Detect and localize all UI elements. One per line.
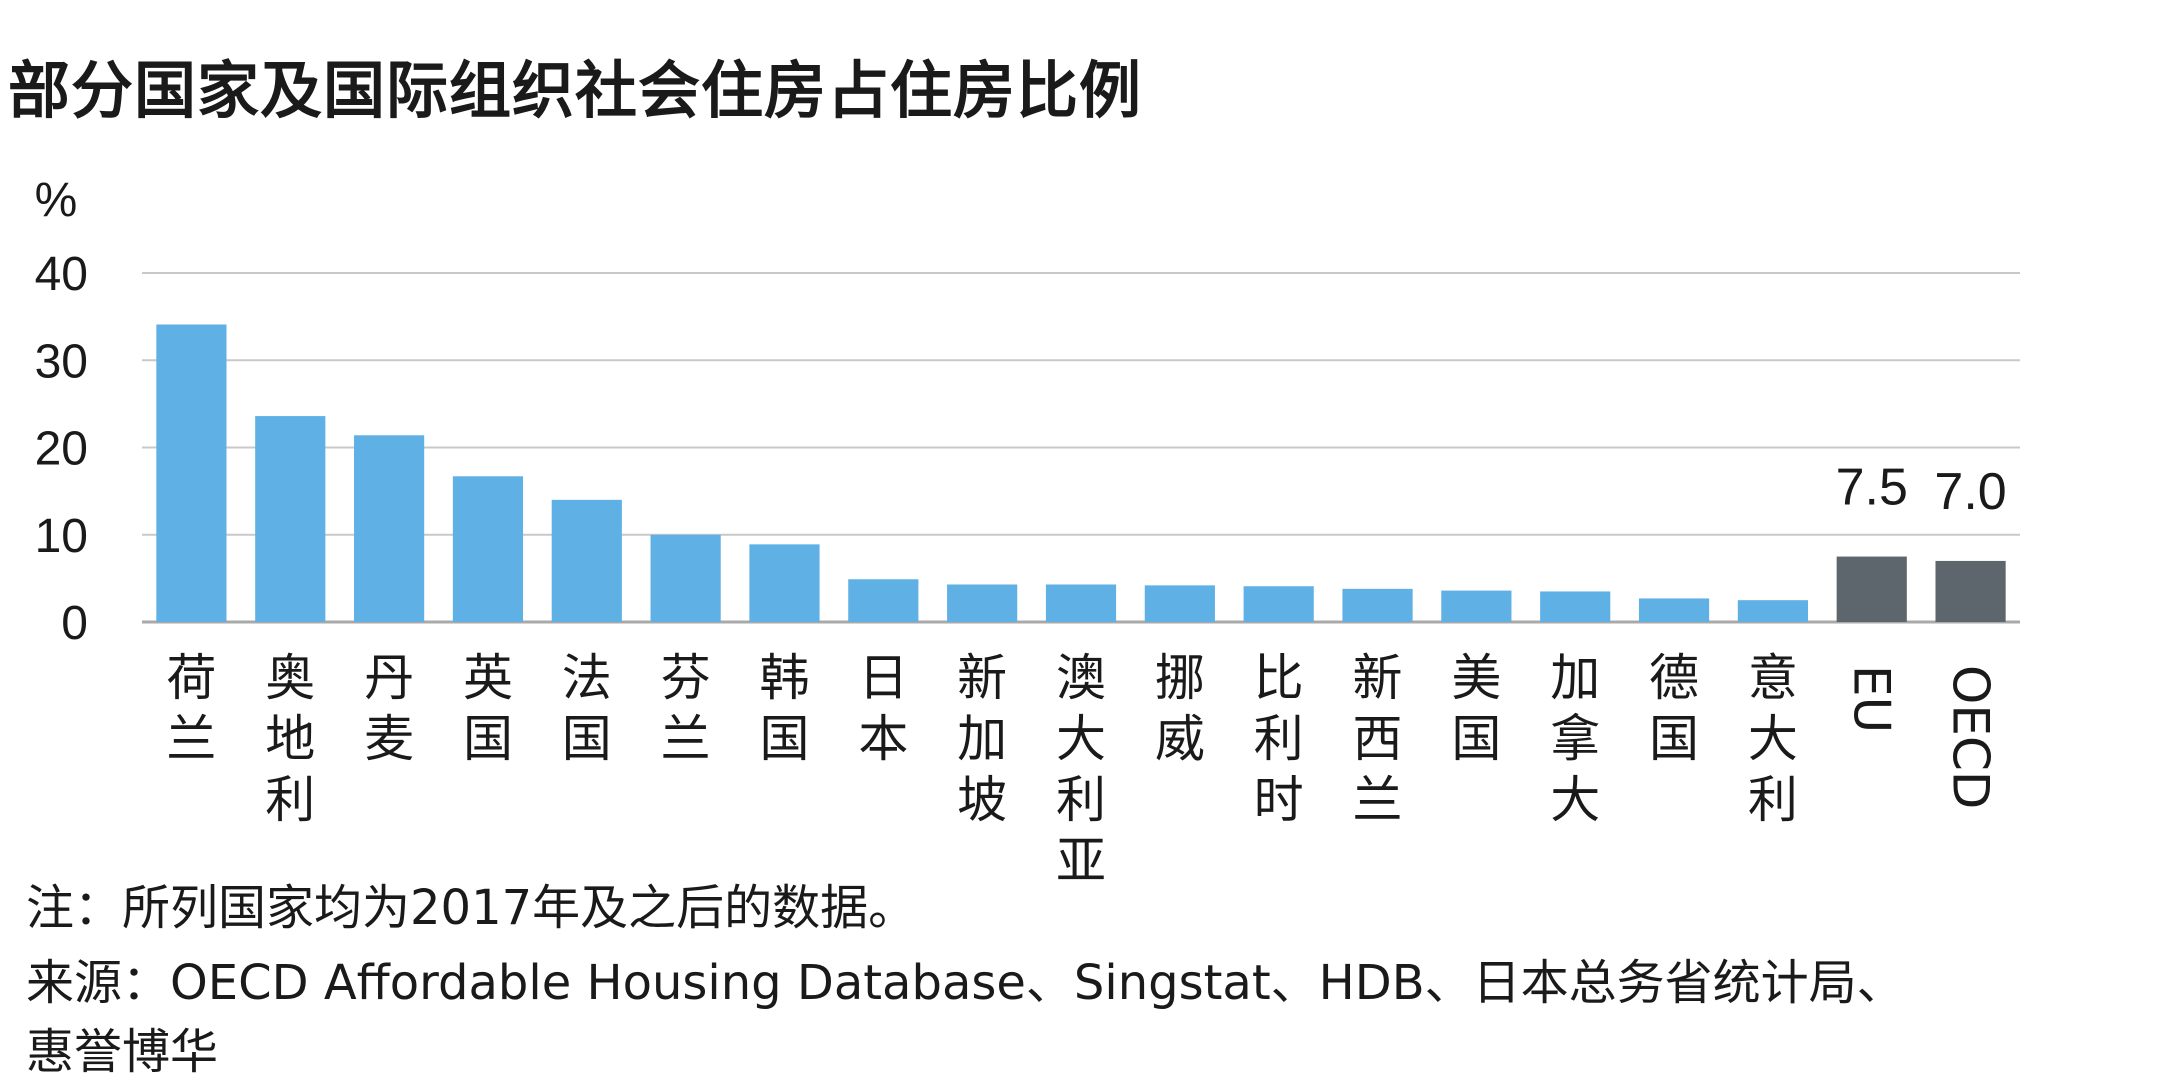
- bar-英国: [452, 476, 524, 622]
- data-label-EU: 7.5: [1836, 459, 1908, 517]
- bar-新西兰: [1342, 588, 1413, 622]
- bar-德国: [1638, 598, 1710, 622]
- x-tick-label: 英国: [463, 649, 513, 768]
- x-tick-label: 美国: [1451, 649, 1501, 768]
- bar-韩国: [749, 544, 820, 622]
- chart-source: 来源：OECD Affordable Housing Database、Sing…: [26, 955, 1905, 1011]
- category-labels: 荷兰奥地利丹麦英国法国芬兰韩国日本新加坡澳大利亚挪威比利时新西兰美国加拿大德国意…: [166, 459, 2006, 890]
- x-tick-label: OECD: [1942, 665, 2000, 809]
- bar-奥地利: [255, 416, 326, 622]
- y-tick-label: 40: [35, 248, 88, 301]
- x-tick-label: 德国: [1649, 649, 1699, 768]
- x-tick-label: 奥地利: [265, 649, 315, 829]
- bar-美国: [1441, 590, 1512, 622]
- y-tick-label: 30: [35, 335, 88, 388]
- bar-法国: [551, 499, 622, 622]
- bar-荷兰: [156, 324, 227, 622]
- bar-芬兰: [650, 534, 721, 622]
- bar-比利时: [1243, 586, 1314, 622]
- x-tick-label: 新西兰: [1353, 649, 1403, 829]
- y-tick-label: 0: [61, 597, 88, 650]
- x-tick-label: 法国: [562, 649, 612, 768]
- x-tick-label: EU: [1843, 665, 1901, 733]
- bar-澳大利亚: [1045, 584, 1117, 622]
- bar-OECD: [1935, 560, 2006, 622]
- chart-source-continued: 惠誉博华: [26, 1024, 219, 1080]
- bar-EU: [1836, 556, 1907, 622]
- x-tick-label: 加拿大: [1550, 649, 1600, 829]
- data-label-OECD: 7.0: [1934, 463, 2006, 521]
- bar-新加坡: [947, 584, 1018, 622]
- y-tick-label: 20: [35, 423, 88, 476]
- y-axis-unit: %: [35, 174, 78, 227]
- x-tick-label: 澳大利亚: [1056, 649, 1106, 890]
- bar-加拿大: [1540, 591, 1611, 622]
- chart-title: 部分国家及国际组织社会住房占住房比例: [8, 54, 1143, 127]
- bar-意大利: [1737, 600, 1808, 622]
- bar-日本: [848, 579, 919, 622]
- x-tick-label: 韩国: [759, 649, 809, 768]
- x-tick-label: 比利时: [1254, 649, 1304, 829]
- bar-挪威: [1144, 585, 1215, 622]
- bars: [156, 324, 2006, 622]
- x-tick-label: 荷兰: [166, 649, 216, 768]
- bar-丹麦: [354, 435, 425, 622]
- x-tick-label: 意大利: [1748, 649, 1798, 829]
- x-tick-label: 日本: [858, 649, 908, 768]
- x-tick-label: 挪威: [1155, 649, 1205, 768]
- chart-note: 注：所列国家均为2017年及之后的数据。: [26, 880, 917, 936]
- y-axis: % 0 10 20 30 40: [35, 174, 88, 650]
- x-tick-label: 丹麦: [364, 649, 414, 768]
- x-tick-label: 新加坡: [957, 649, 1007, 829]
- x-tick-label: 芬兰: [661, 649, 711, 768]
- y-tick-label: 10: [35, 510, 88, 563]
